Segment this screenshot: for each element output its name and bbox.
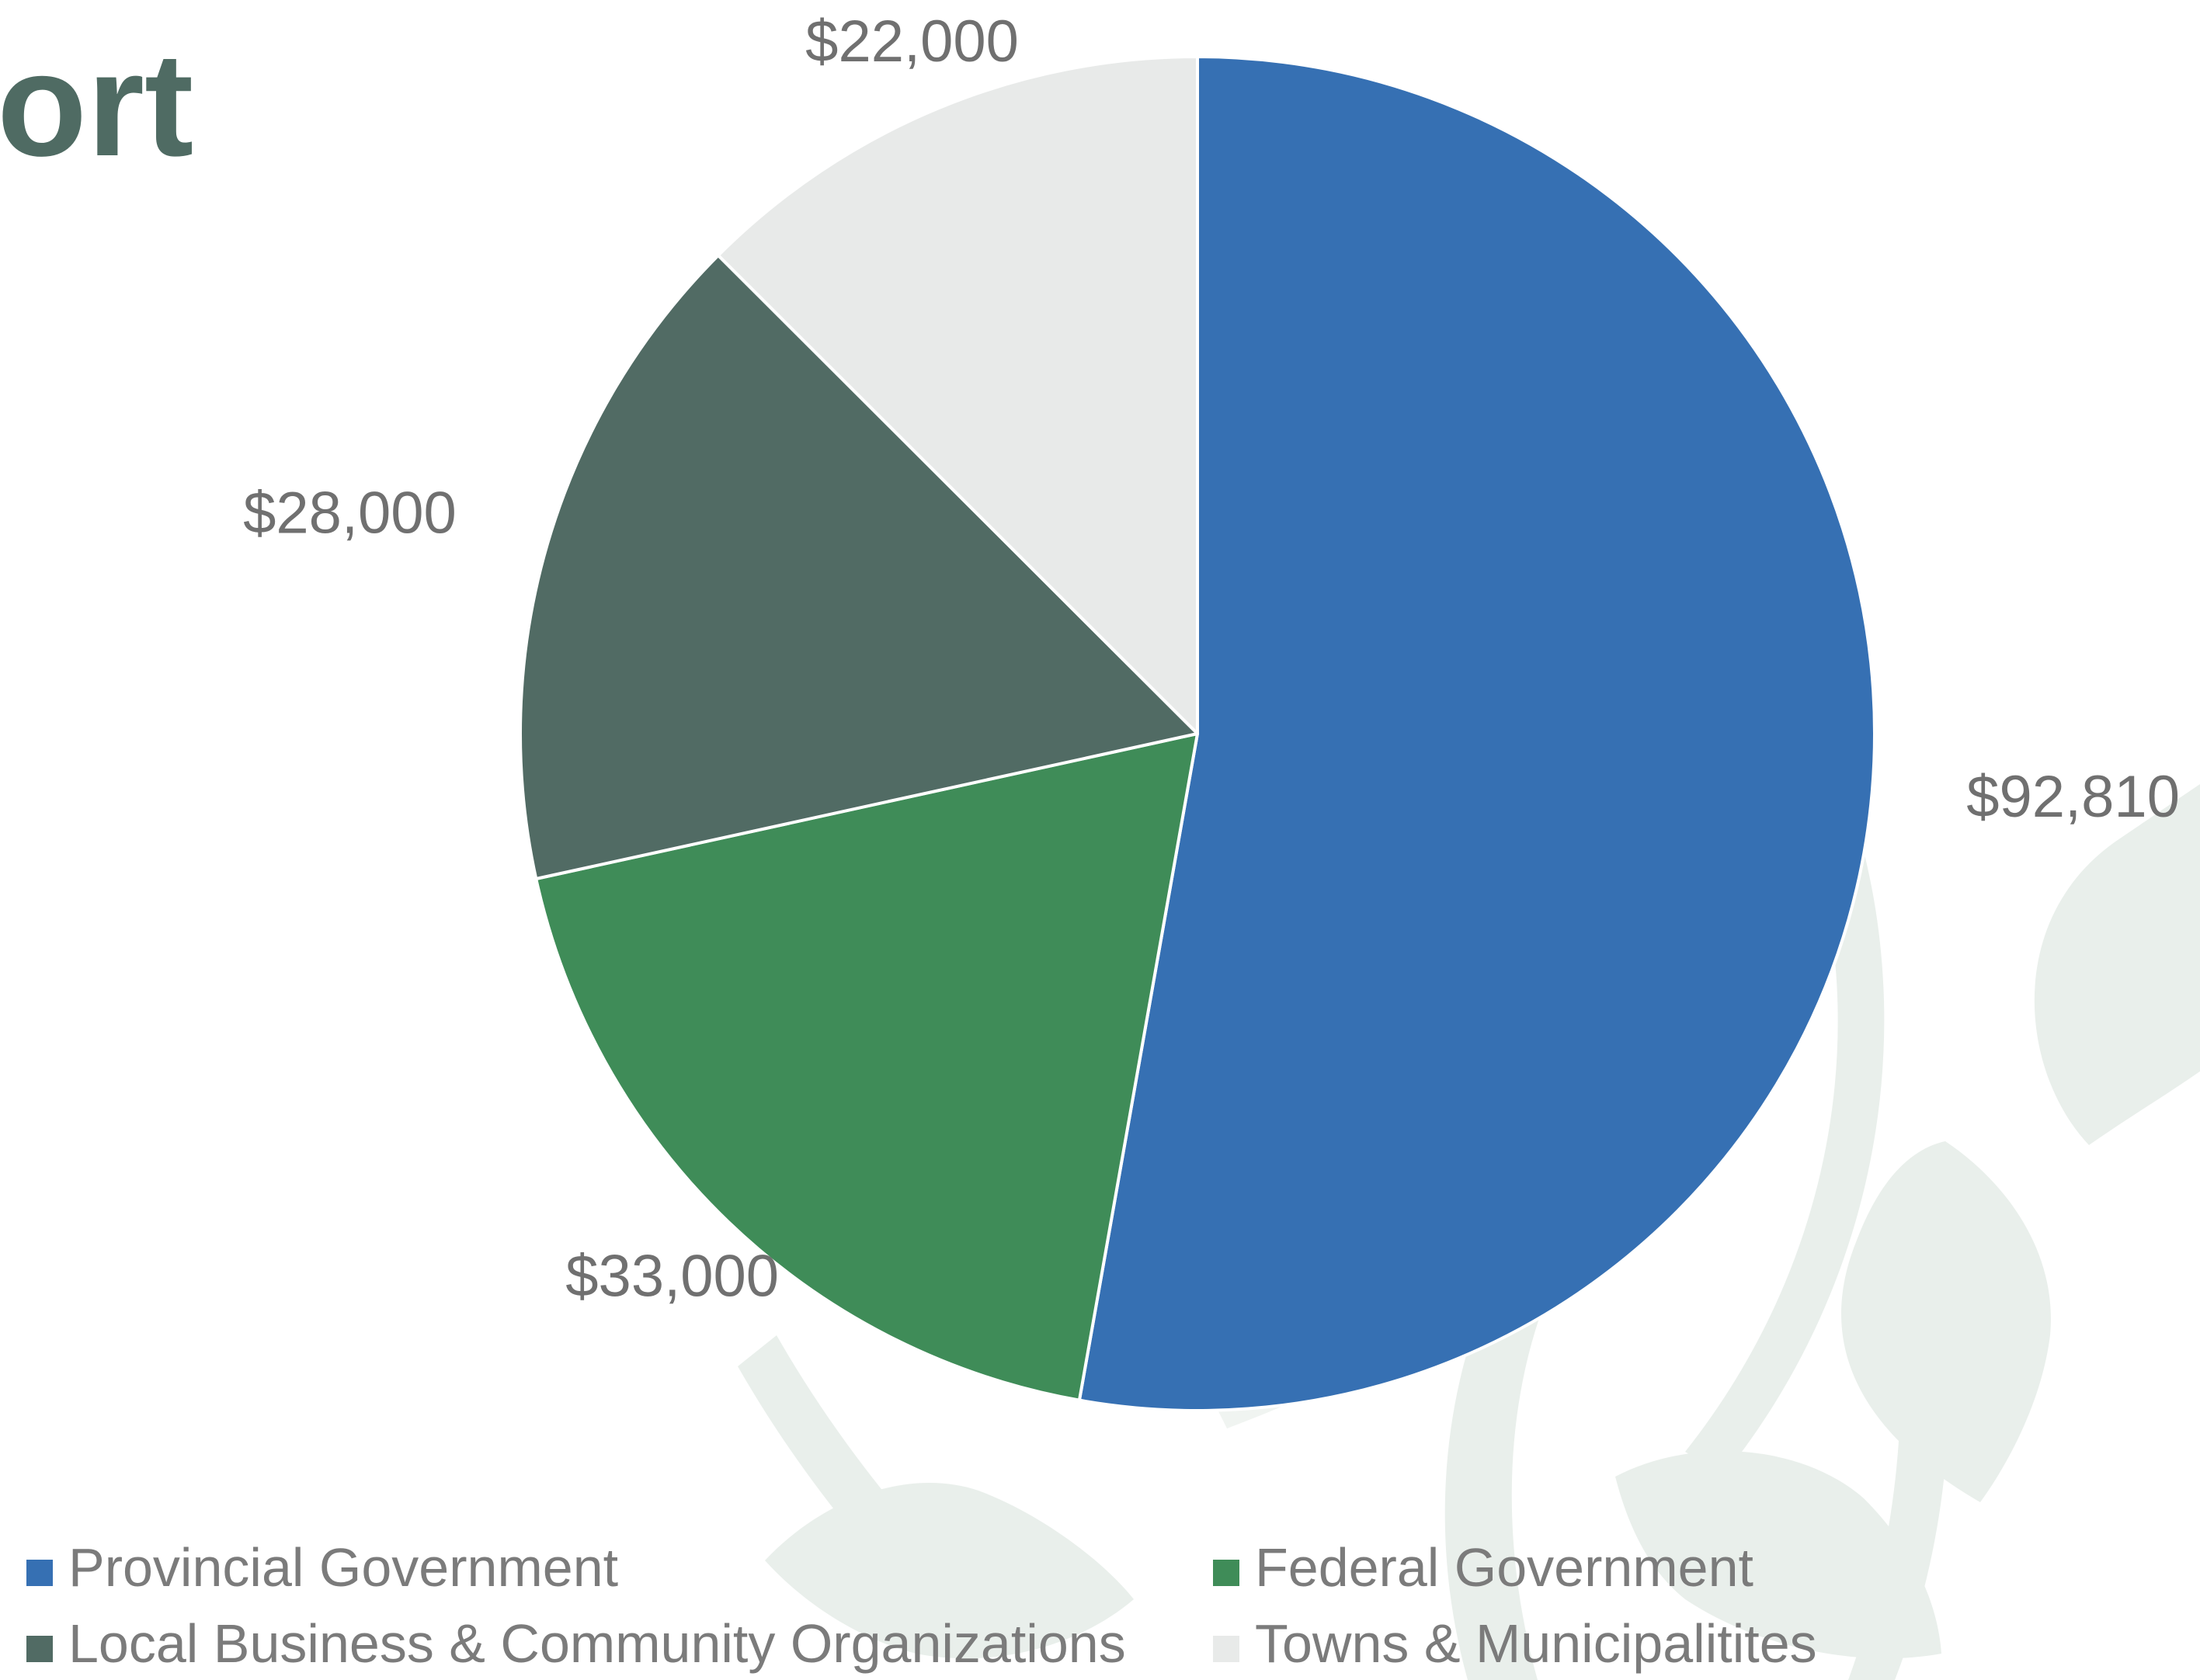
leaf-shape xyxy=(1841,1141,2051,1502)
data-label-towns-and-municipalitites: $22,000 xyxy=(805,9,1019,75)
legend-swatch-provincial-government xyxy=(26,1560,53,1586)
pie-slices xyxy=(519,55,1876,1412)
data-label-provincial-government: $92,810 xyxy=(1966,764,2180,830)
legend-item-towns-municipalities: Towns & Municipalitites xyxy=(1213,1613,1817,1674)
legend-swatch-federal-government xyxy=(1213,1560,1239,1586)
leaf-arc xyxy=(1685,823,1885,1475)
legend-swatch-local-business xyxy=(26,1636,53,1662)
leaf-motif-icon xyxy=(738,784,2200,1680)
leaf-shape xyxy=(2034,784,2200,1145)
pie-slice-towns-and-municipalitites xyxy=(716,55,1199,735)
leaf-stem xyxy=(1848,1281,1949,1680)
pie-slice-provincial-government xyxy=(1077,55,1876,1412)
data-label-local-business-and-community-organizations: $28,000 xyxy=(243,480,457,546)
pie-slice-local-business-and-community-organizations xyxy=(519,253,1199,880)
pie-data-labels: $92,810 $33,000 $28,000 $22,000 xyxy=(243,9,2180,1310)
legend-item-federal-government: Federal Government xyxy=(1213,1537,1753,1598)
legend-item-local-business: Local Business & Community Organizations xyxy=(26,1613,1126,1674)
legend-label-towns-municipalities: Towns & Municipalitites xyxy=(1255,1613,1817,1674)
legend-item-provincial-government: Provincial Government xyxy=(26,1537,618,1598)
chart-legend: Provincial Government Federal Government… xyxy=(26,1537,1817,1674)
slide-title-fragment: ort xyxy=(0,23,193,187)
leaf-shape xyxy=(1615,1451,1941,1659)
pie-slice-federal-government xyxy=(534,732,1199,1402)
legend-label-provincial-government: Provincial Government xyxy=(68,1537,618,1598)
leaf-stem xyxy=(1444,1180,1592,1680)
legend-label-federal-government: Federal Government xyxy=(1255,1537,1753,1598)
leaf-arc xyxy=(738,1335,994,1646)
legend-label-local-business: Local Business & Community Organizations xyxy=(68,1613,1126,1674)
legend-swatch-towns-municipalities xyxy=(1213,1636,1239,1662)
data-label-federal-government: $33,000 xyxy=(565,1244,779,1310)
